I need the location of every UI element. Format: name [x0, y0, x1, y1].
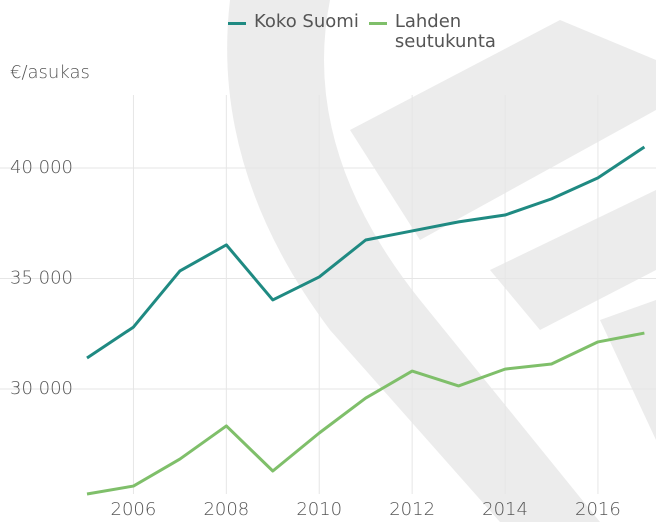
- y-tick-label: 40 000: [10, 157, 73, 178]
- x-tick-label: 2014: [482, 499, 528, 520]
- legend-label: Lahden seutukunta: [394, 11, 496, 52]
- x-tick-label: 2012: [389, 499, 435, 520]
- line-series: [86, 331, 645, 496]
- legend-item: Lahden seutukunta: [368, 8, 515, 52]
- y-axis-label: €/asukas: [10, 62, 90, 83]
- legend: Koko Suomi Lahden seutukunta: [228, 8, 515, 52]
- legend-item: Koko Suomi: [228, 8, 359, 32]
- x-tick-label: 2008: [203, 499, 249, 520]
- line-series: [86, 145, 646, 360]
- y-tick-label: 30 000: [10, 378, 73, 399]
- x-tick-label: 2016: [575, 499, 621, 520]
- y-tick-label: 35 000: [10, 267, 73, 288]
- legend-swatch: [368, 22, 387, 25]
- x-tick-label: 2006: [111, 499, 157, 520]
- x-tick-label: 2010: [296, 499, 342, 520]
- watermark: [227, 0, 656, 522]
- legend-swatch: [228, 22, 246, 25]
- legend-label: Koko Suomi: [254, 11, 359, 32]
